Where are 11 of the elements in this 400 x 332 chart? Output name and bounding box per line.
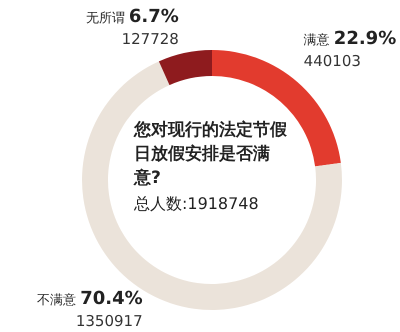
text: 127728 xyxy=(122,30,179,48)
data-label: 70.4% xyxy=(80,288,143,309)
text: 您对现行的法定节假日放假安排是否满意? xyxy=(134,119,288,190)
data-label: 6.7% xyxy=(128,6,179,27)
text: 1350917 xyxy=(76,312,143,330)
slice-label: 满意 xyxy=(304,33,334,48)
text: 440103 xyxy=(304,52,361,70)
slice-label: 不满意 xyxy=(37,293,80,308)
text: 总人数:1918748 xyxy=(134,194,260,215)
slice-label: 无所谓 xyxy=(86,11,129,26)
data-label: 22.9% xyxy=(334,28,396,50)
